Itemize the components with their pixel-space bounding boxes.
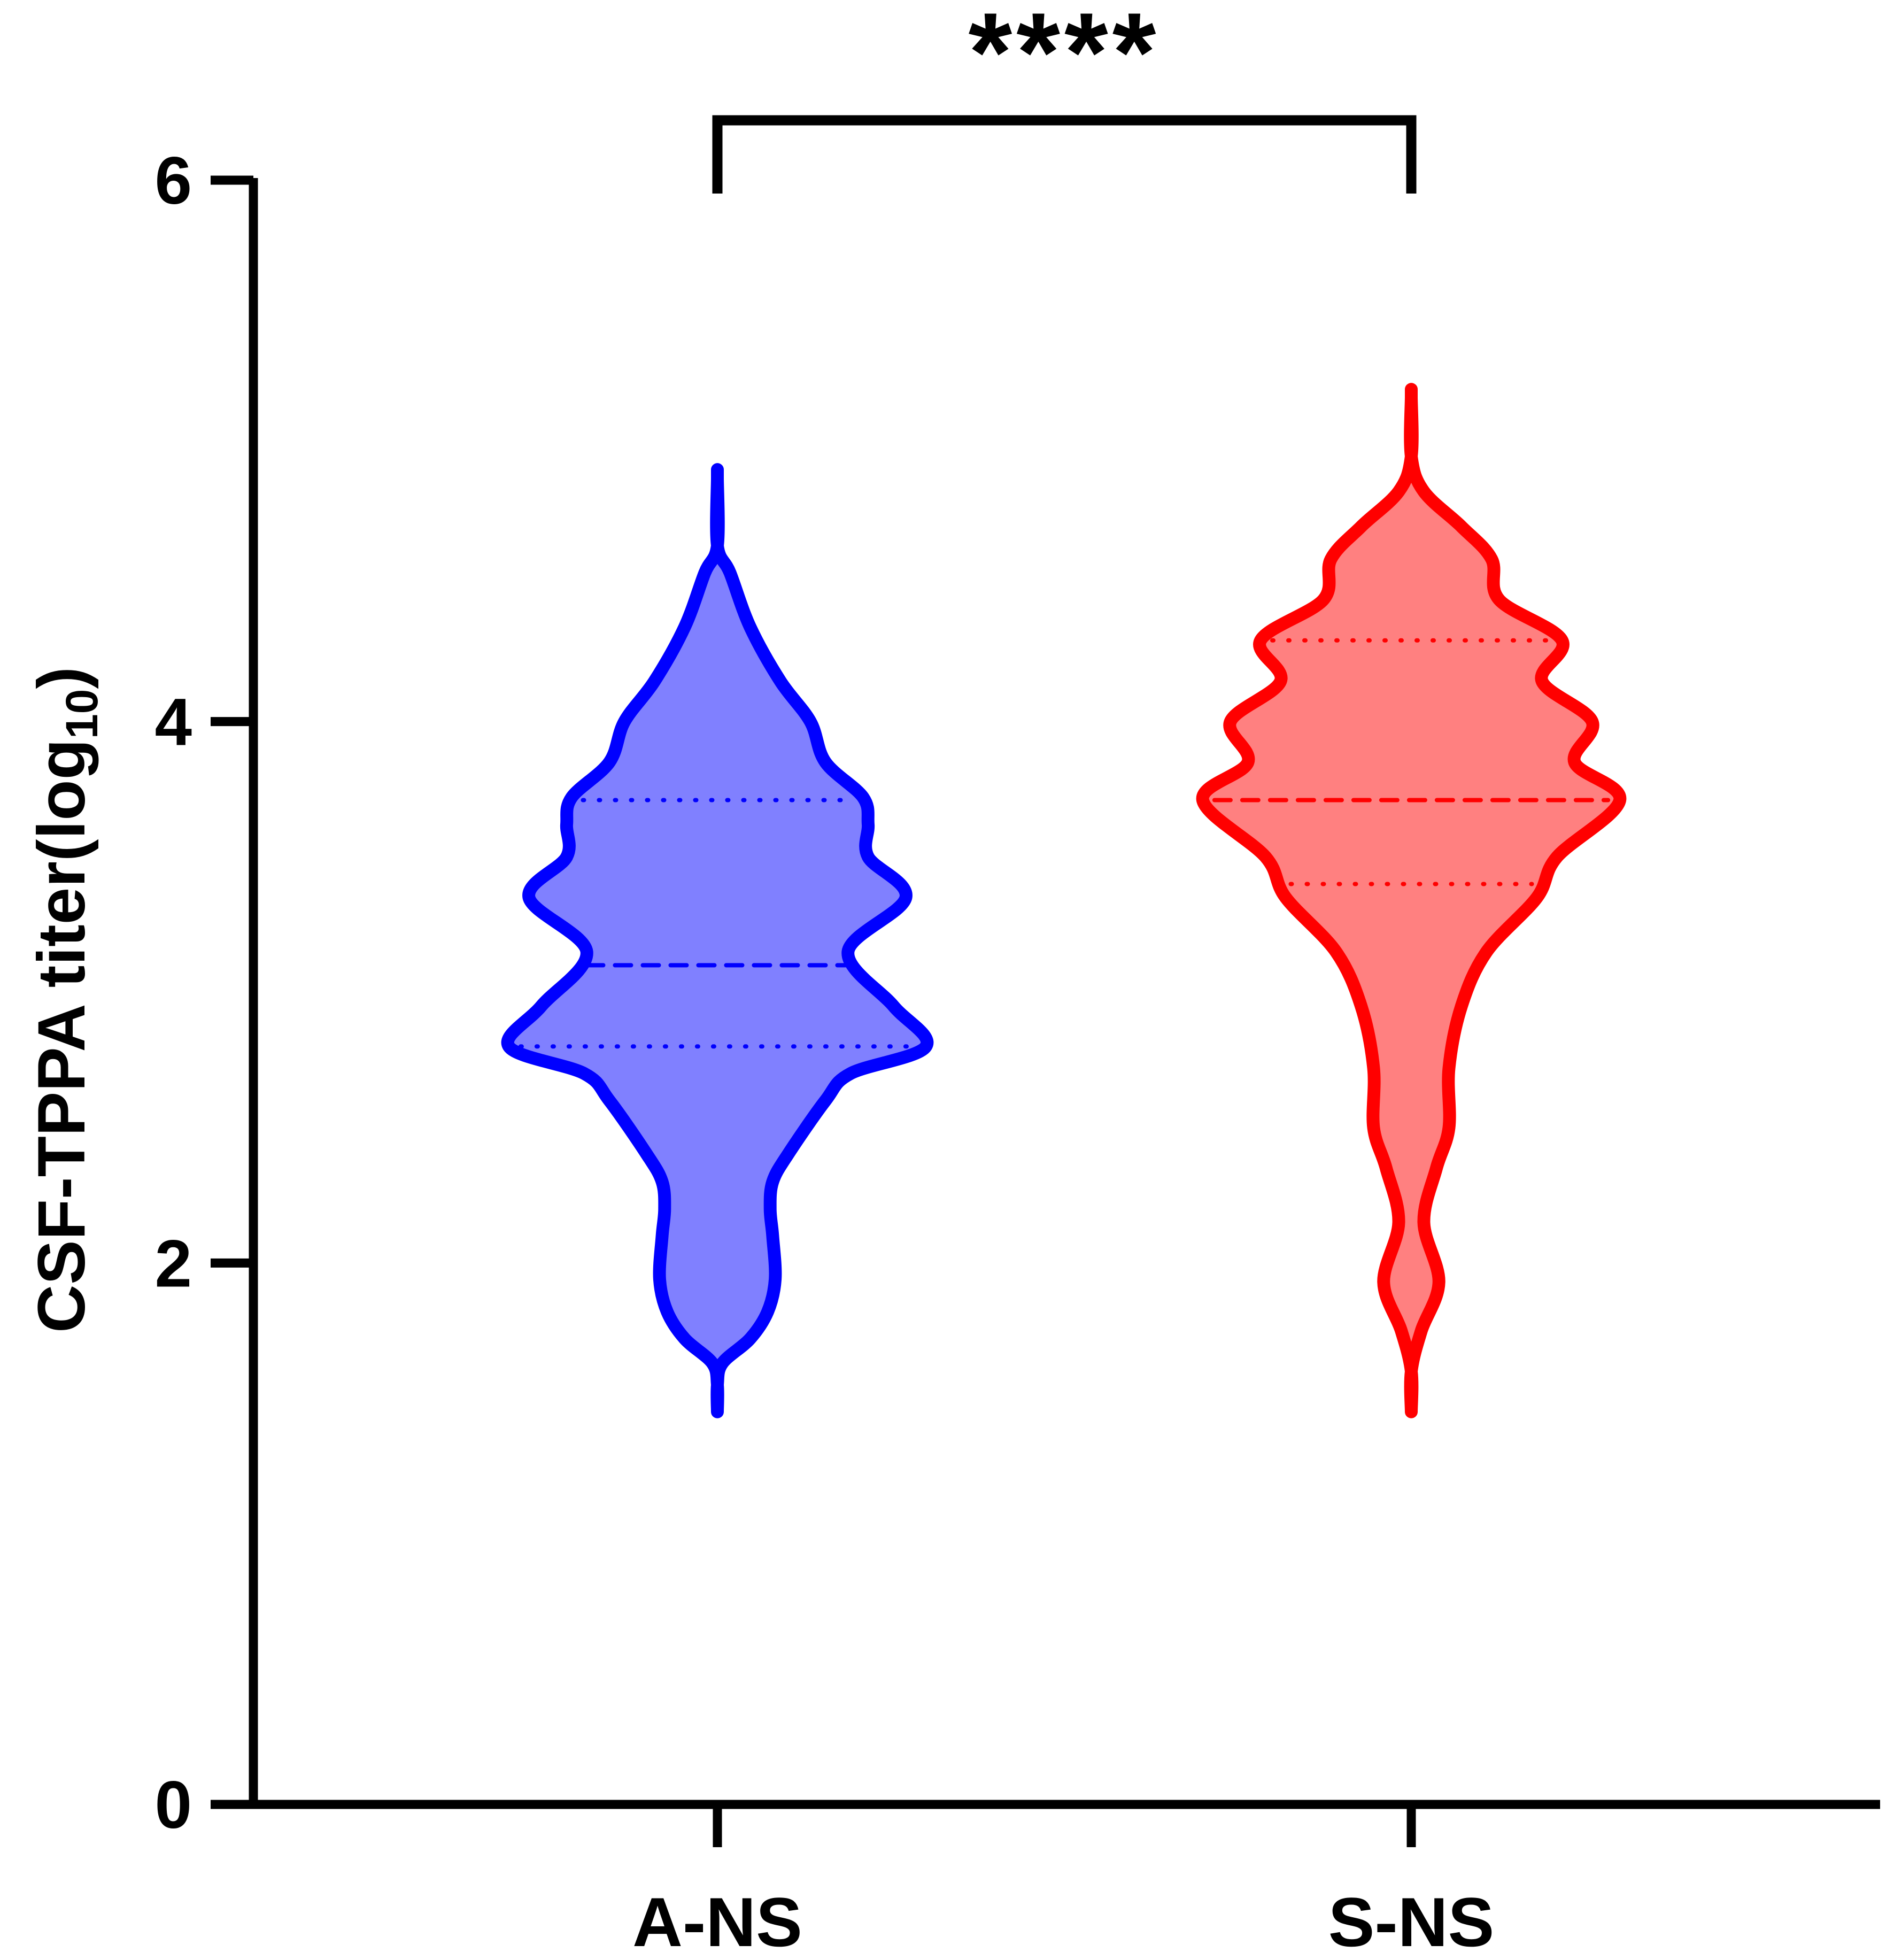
x-tick-label: A-NS — [632, 1883, 802, 1960]
y-axis-label-main: CSF-TPPA titer(log — [25, 739, 99, 1333]
y-axis-label-subscript: 10 — [57, 689, 107, 739]
violins — [501, 383, 1627, 1418]
y-tick-label: 4 — [154, 685, 192, 760]
violin-s-ns — [1196, 383, 1627, 1418]
axes: 0 2 4 6 A-NS S-NS — [154, 144, 1880, 1960]
y-tick-label: 6 — [154, 144, 192, 218]
y-axis-label-close: ) — [25, 667, 99, 689]
significance-bracket — [712, 115, 1417, 194]
y-tick-label: 2 — [154, 1226, 192, 1301]
y-axis-label: CSF-TPPA titer(log10) — [25, 667, 107, 1333]
y-tick-label: 0 — [154, 1768, 192, 1842]
significance-stars: **** — [969, 0, 1161, 115]
significance-annotation: **** — [712, 0, 1417, 194]
x-tick-label: S-NS — [1328, 1883, 1495, 1960]
violin-a-ns — [501, 463, 934, 1418]
